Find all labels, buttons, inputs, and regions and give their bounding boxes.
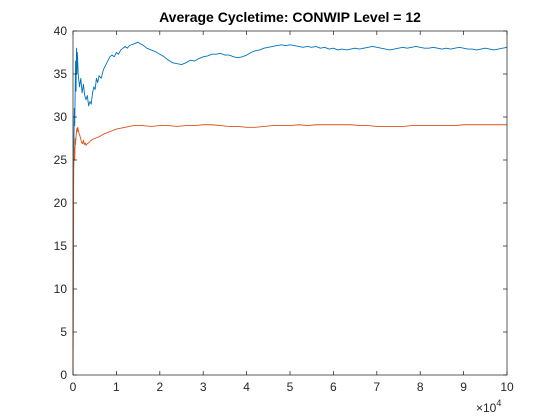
x-axis-ticks: 0 1 2 3 4 5 6 7 8 9 10: [70, 31, 514, 394]
y-tick-label: 35: [54, 67, 68, 81]
series-layer: [72, 41, 508, 376]
plot-background: [73, 31, 507, 375]
y-tick-label: 0: [60, 368, 67, 382]
y-tick-label: 10: [54, 282, 68, 296]
y-tick-label: 30: [54, 110, 68, 124]
x-tick-label: 3: [200, 380, 207, 394]
x-tick-label: 0: [70, 380, 77, 394]
y-tick-label: 20: [54, 196, 68, 210]
y-tick-label: 25: [54, 153, 68, 167]
y-axis-ticks: 0 5 10 15 20 25 30 35 40: [54, 24, 507, 382]
x-tick-label: 5: [287, 380, 294, 394]
x-tick-label: 9: [460, 380, 467, 394]
x-tick-label: 1: [113, 380, 120, 394]
x-tick-label: 10: [500, 380, 514, 394]
y-tick-label: 40: [54, 24, 68, 38]
x-tick-label: 6: [330, 380, 337, 394]
y-tick-label: 5: [60, 325, 67, 339]
x-axis-exponent-label: ×104: [476, 398, 501, 415]
x-exponent-base: ×10: [476, 401, 497, 415]
x-tick-label: 7: [373, 380, 380, 394]
y-tick-label: 15: [54, 239, 68, 253]
x-tick-label: 2: [156, 380, 163, 394]
x-exponent-power: 4: [496, 398, 501, 408]
series-line-1: [72, 41, 508, 376]
x-tick-label: 8: [417, 380, 424, 394]
series-line-2: [72, 124, 507, 376]
x-tick-label: 4: [243, 380, 250, 394]
chart-title: Average Cycletime: CONWIP Level = 12: [159, 9, 421, 25]
